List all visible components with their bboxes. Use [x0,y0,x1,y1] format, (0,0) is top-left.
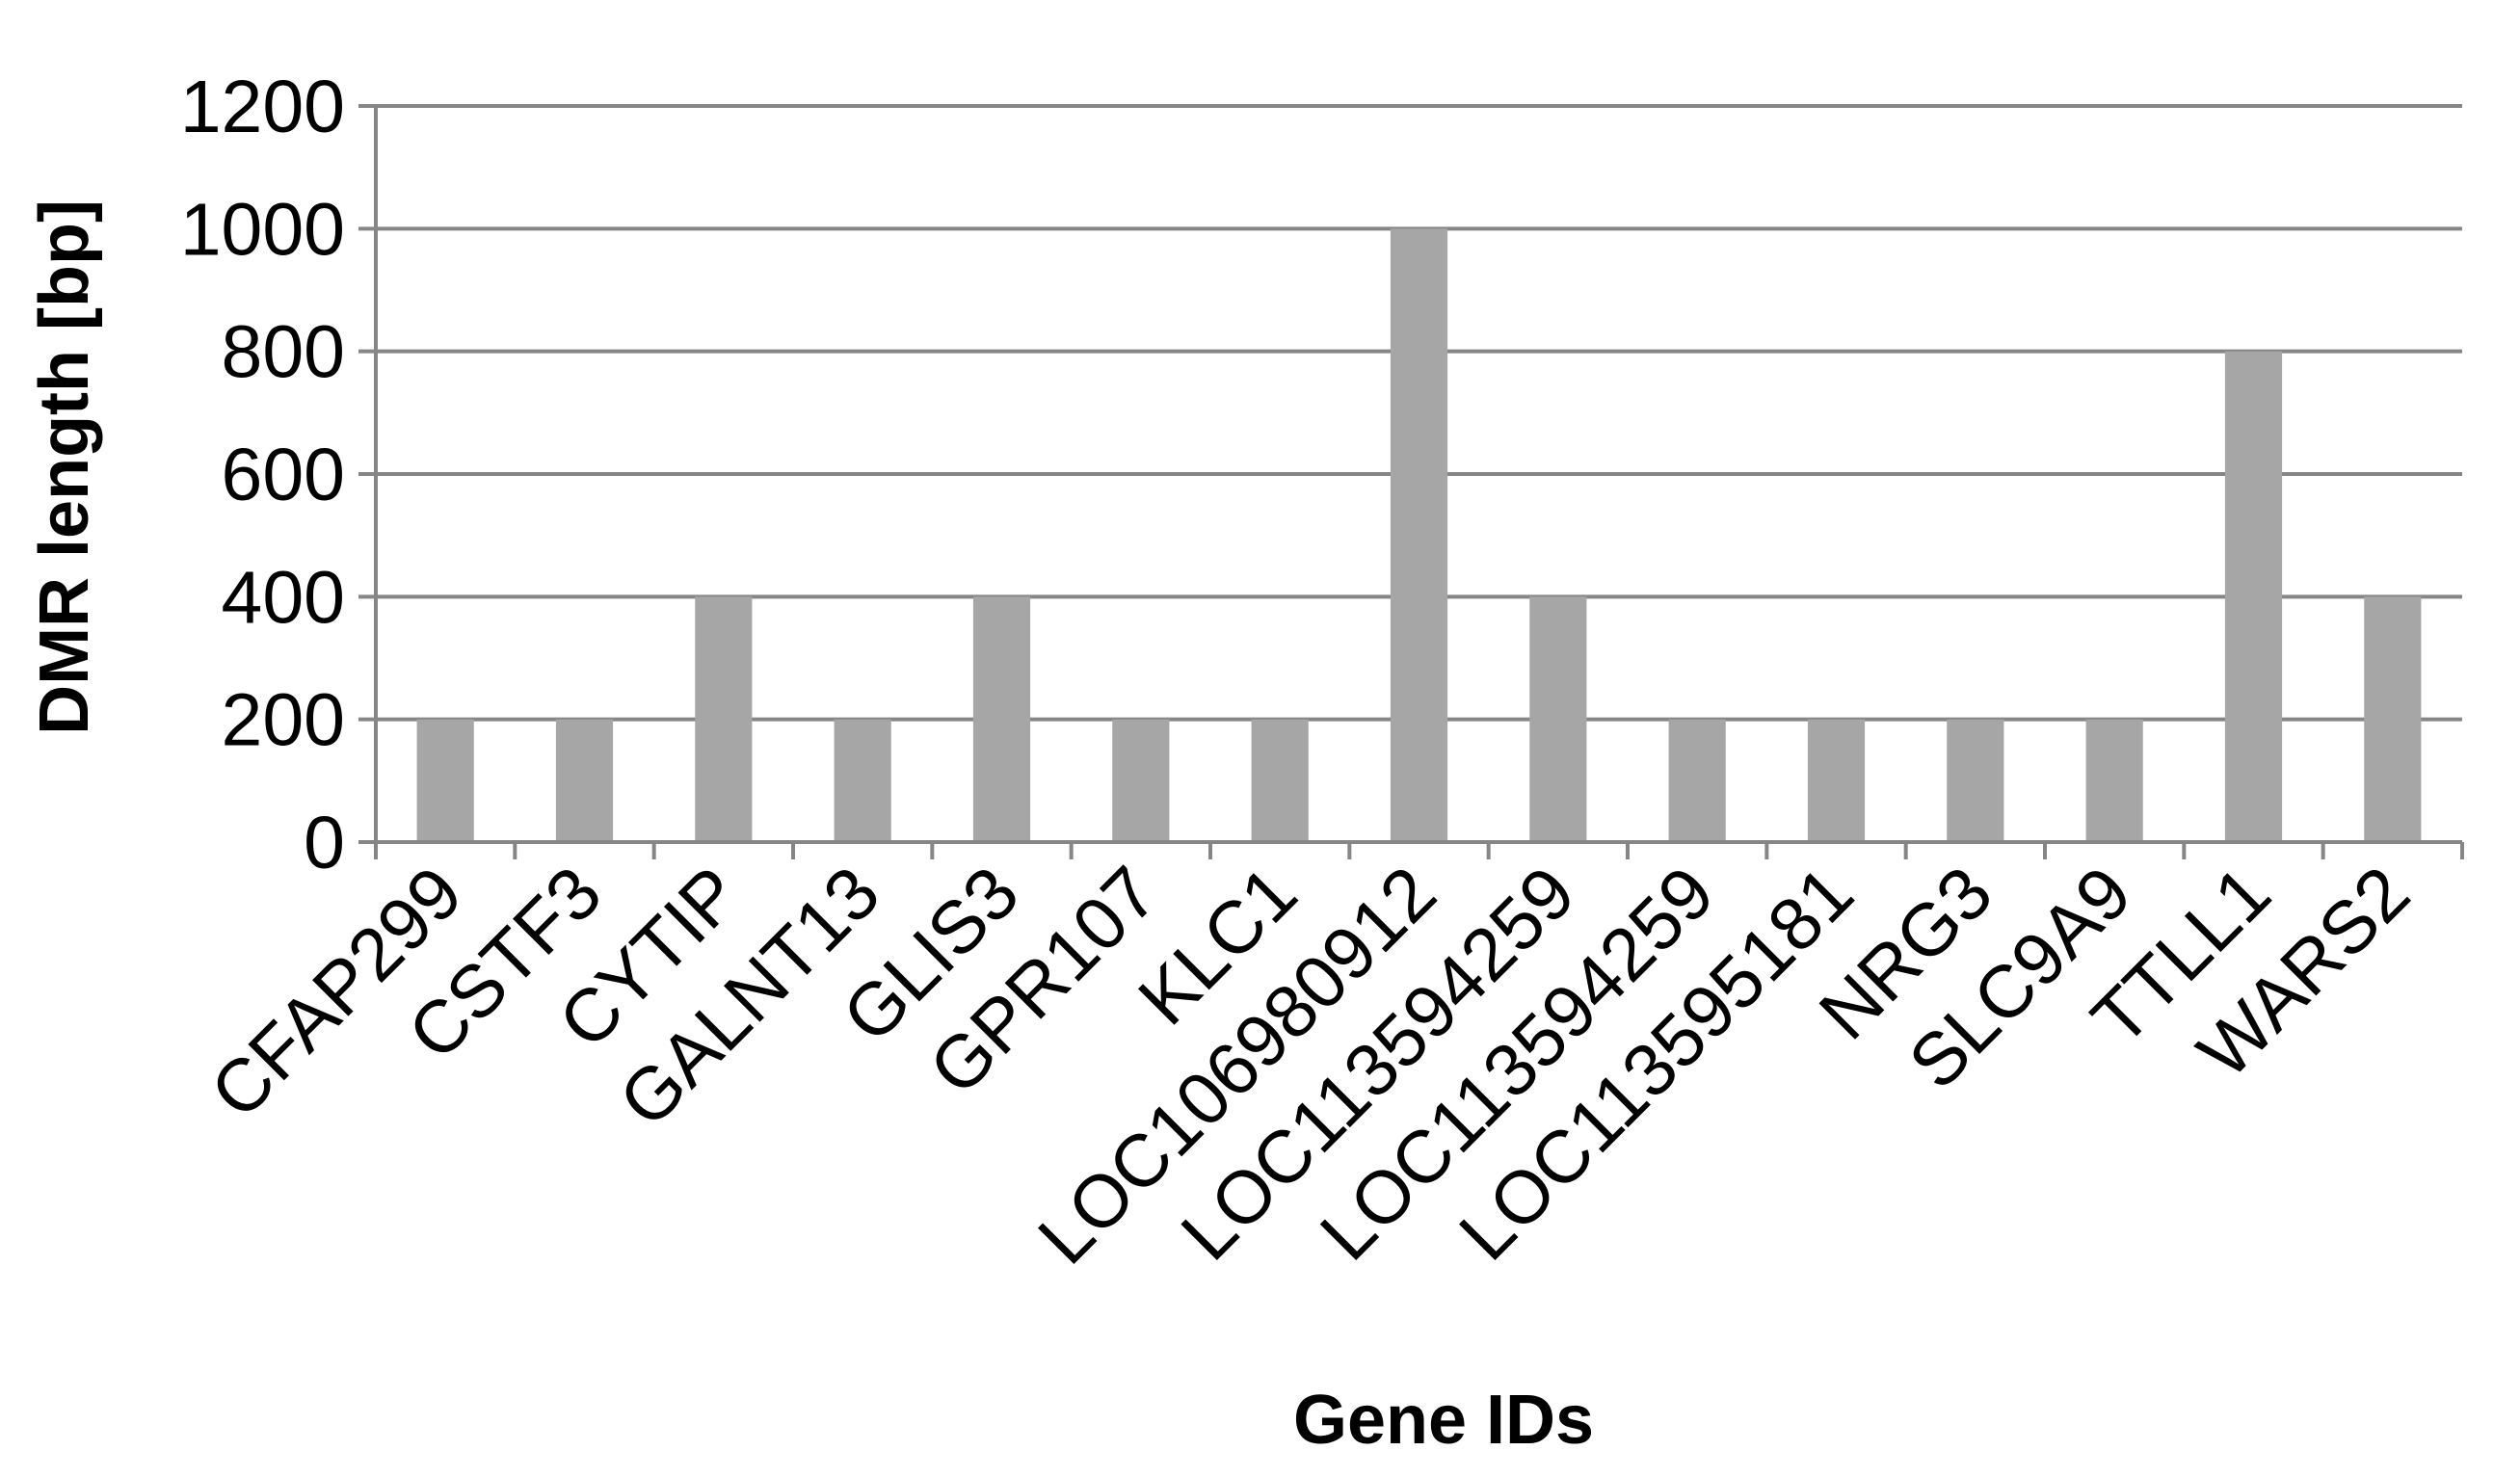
bar [1529,596,1587,842]
axes [358,104,2464,859]
bar [555,719,614,842]
bar [1112,719,1170,842]
x-axis-title: Gene IDs [1293,1382,1594,1459]
bar [1947,719,2004,842]
bar [1668,719,1726,842]
y-axis-title: DMR length [bp] [26,199,103,735]
bar [416,719,474,842]
bar [1251,719,1309,842]
bar [2224,351,2283,842]
y-tick-label: 1000 [180,188,345,271]
bars [416,228,2422,843]
y-tick-labels: 0 200 400 600 800 1000 1200 [180,66,345,884]
bar [2085,719,2143,842]
x-tick-labels: CFAP299CSTF3CYTIPGALNT13GLIS3GPR107KLC1L… [195,851,2426,1279]
bar [972,596,1031,842]
y-tick-label: 1200 [180,66,345,148]
y-tick-label: 0 [304,802,345,884]
y-tick-label: 400 [222,556,345,639]
bar [695,596,753,842]
y-tick-label: 200 [222,679,345,762]
y-tick-label: 600 [222,434,345,516]
y-tick-label: 800 [222,311,345,394]
bar [834,719,891,842]
bar [1390,228,1448,843]
bar [2364,596,2422,842]
bar [1807,719,1866,842]
